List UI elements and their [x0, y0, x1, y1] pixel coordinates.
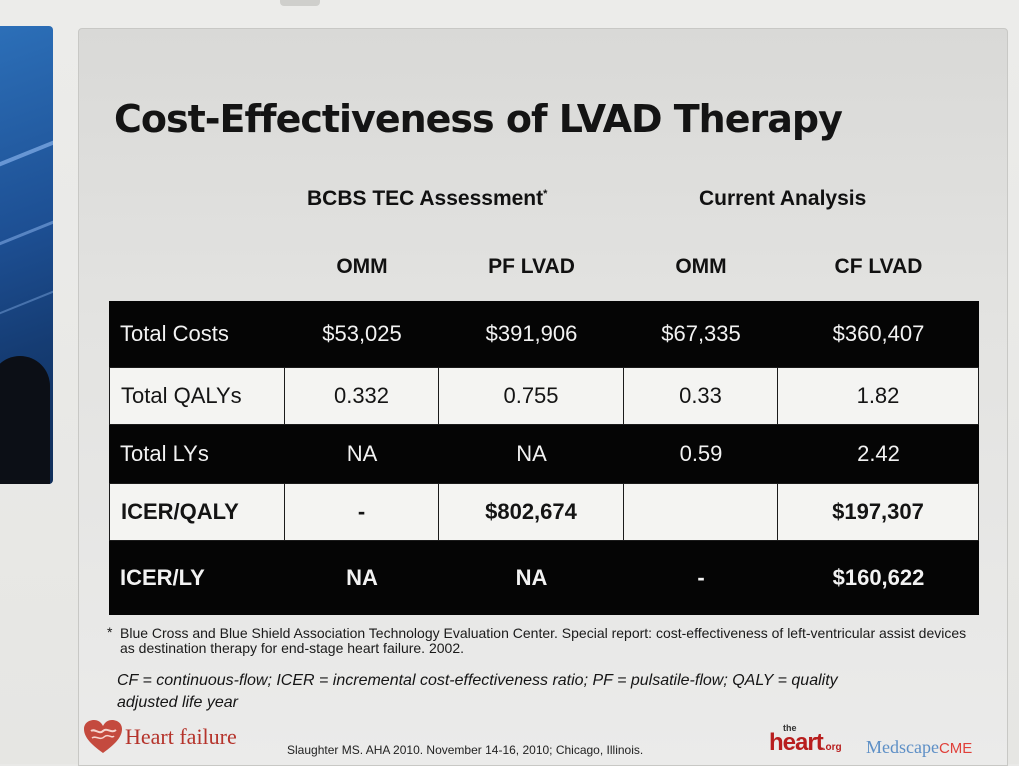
brand-cme: CME	[938, 740, 973, 757]
table-cell: NA	[346, 441, 378, 466]
table-row-total-qalys: Total QALYs 0.332 0.755 0.33 1.82	[109, 367, 979, 425]
group-header-bcbs: BCBS TEC Assessment*	[307, 187, 547, 211]
abbreviations-note: CF = continuous-flow; ICER = incremental…	[117, 672, 838, 711]
row-label: ICER/QALY	[109, 483, 285, 541]
table-cell	[624, 483, 778, 541]
video-background-streak	[0, 273, 53, 321]
footnote-marker: *	[543, 188, 548, 200]
heart-failure-logo: Heart failure	[83, 719, 237, 755]
table-row-icer-qaly: ICER/QALY - $802,674 $197,307	[109, 483, 979, 541]
table-cell: $802,674	[439, 483, 624, 541]
medscape-cme-logo: MedscapeCME	[866, 737, 972, 758]
table-cell: 0.59	[679, 441, 723, 466]
group-header-current: Current Analysis	[699, 187, 867, 210]
logo-text: Heart failure	[125, 724, 237, 749]
table-cell: $391,906	[485, 321, 578, 346]
speaker-video-panel	[0, 26, 53, 484]
brand-medscape: Medscape	[866, 737, 939, 757]
table-cell: $160,622	[832, 565, 925, 590]
footnote: * Blue Cross and Blue Shield Association…	[107, 624, 969, 656]
footnote-text: Blue Cross and Blue Shield Association T…	[120, 625, 967, 656]
column-header-omm-current: OMM	[675, 255, 727, 278]
row-label: ICER/LY	[120, 565, 205, 590]
row-label: Total LYs	[120, 441, 209, 466]
window-handle	[280, 0, 320, 6]
cost-effectiveness-table: Total Costs $53,025 $391,906 $67,335 $36…	[109, 301, 979, 615]
table-cell: 0.332	[285, 367, 439, 425]
citation: Slaughter MS. AHA 2010. November 14-16, …	[287, 743, 644, 757]
table-cell: $67,335	[661, 321, 741, 346]
table-cell: $53,025	[322, 321, 402, 346]
table-cell: NA	[346, 565, 378, 590]
table-cell: -	[285, 483, 439, 541]
table-row-icer-ly: ICER/LY NA NA - $160,622	[109, 541, 979, 615]
row-label: Total QALYs	[109, 367, 285, 425]
table-cell: 2.42	[857, 441, 900, 466]
table-cell: 1.82	[778, 367, 979, 425]
slide-title: Cost-Effectiveness of LVAD Therapy	[114, 97, 843, 141]
video-background-streak	[0, 203, 53, 252]
presentation-slide: Cost-Effectiveness of LVAD Therapy BCBS …	[78, 28, 1008, 766]
footnote-marker: *	[107, 624, 113, 640]
brand-the: the	[783, 723, 797, 733]
row-label: Total Costs	[120, 321, 229, 346]
table-cell: 0.755	[439, 367, 624, 425]
table-cell: NA	[515, 565, 548, 590]
video-background-streak	[0, 123, 53, 173]
brand-org: .org	[822, 742, 842, 753]
speaker-silhouette	[0, 356, 50, 484]
theheart-org-logo: the heart.org	[769, 723, 842, 757]
table-cell: NA	[516, 441, 547, 466]
table-cell: $197,307	[778, 483, 979, 541]
group-header-bcbs-label: BCBS TEC Assessment	[307, 187, 544, 210]
table-cell: $360,407	[832, 321, 925, 346]
brand-heart: heart	[769, 729, 824, 756]
column-header-omm-bcbs: OMM	[336, 255, 388, 278]
table-cell: 0.33	[624, 367, 778, 425]
heart-icon	[84, 720, 122, 753]
column-header-cf-lvad: CF LVAD	[834, 255, 923, 278]
table-row-total-lys: Total LYs NA NA 0.59 2.42	[109, 425, 979, 483]
table-cell: -	[697, 565, 705, 590]
table-row-total-costs: Total Costs $53,025 $391,906 $67,335 $36…	[109, 301, 979, 367]
column-header-pf-lvad: PF LVAD	[488, 255, 575, 278]
